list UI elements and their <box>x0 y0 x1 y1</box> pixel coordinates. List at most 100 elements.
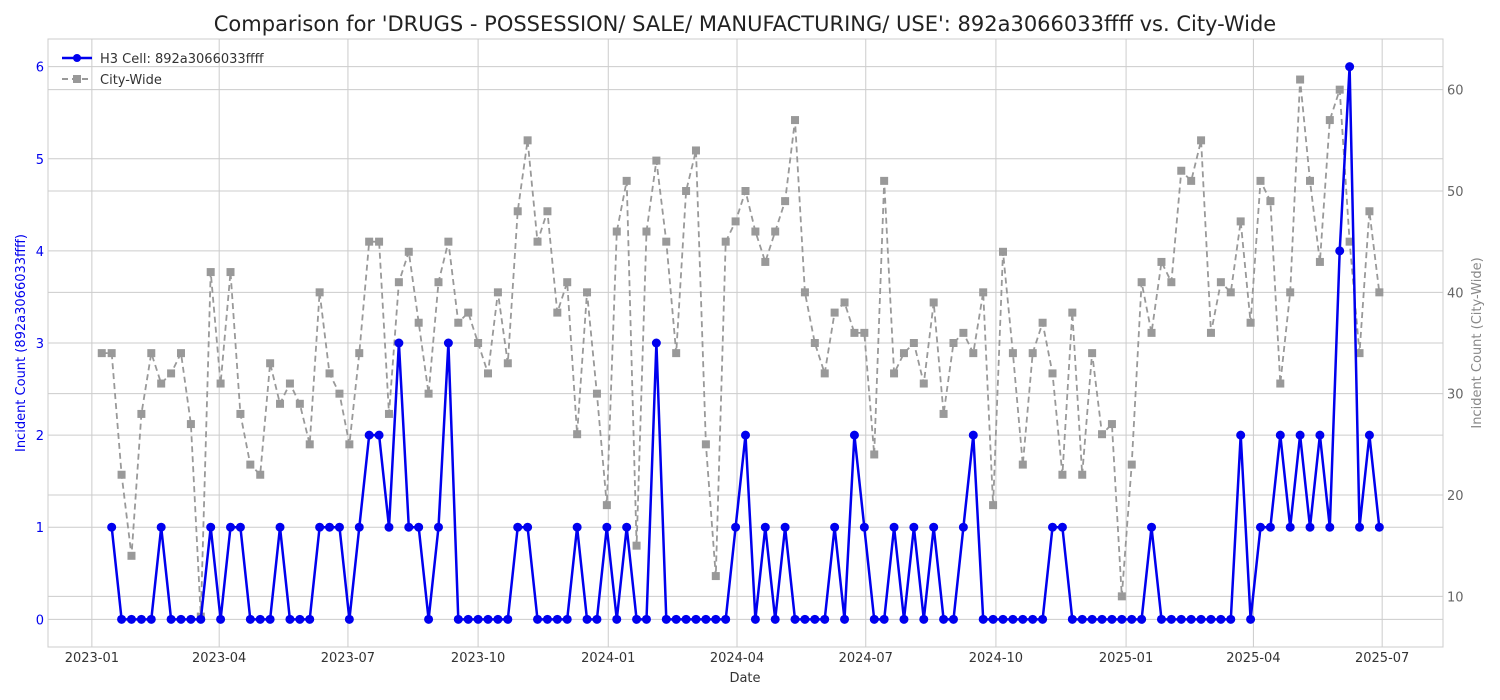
data-point-h3-cell <box>780 522 790 532</box>
data-point-city-wide <box>513 207 522 216</box>
data-point-city-wide <box>1167 278 1176 287</box>
x-axis: 2023-01 2023-04 2023-07 2023-10 2024-01 2024-… <box>65 651 1410 666</box>
data-point-h3-cell <box>146 614 156 624</box>
data-point-city-wide <box>1098 430 1107 439</box>
data-point-h3-cell <box>523 522 533 532</box>
data-point-city-wide <box>414 318 423 327</box>
data-point-city-wide <box>731 217 740 226</box>
data-point-city-wide <box>741 187 750 195</box>
data-point-h3-cell <box>483 614 493 624</box>
data-point-h3-cell <box>869 614 879 624</box>
data-point-city-wide <box>1157 257 1166 266</box>
data-point-city-wide <box>880 176 889 185</box>
data-point-h3-cell <box>1335 246 1345 256</box>
series-h3-cell <box>107 62 1384 624</box>
data-point-city-wide <box>1306 176 1315 185</box>
data-point-h3-cell <box>493 614 503 624</box>
data-point-city-wide <box>315 288 324 297</box>
data-point-city-wide <box>1117 592 1126 601</box>
data-point-city-wide <box>325 369 334 378</box>
y-tick-label-right: 30 <box>1447 388 1464 403</box>
y-axis-left: 0 1 2 3 4 5 6 <box>36 61 44 629</box>
data-point-city-wide <box>553 308 562 317</box>
data-point-h3-cell <box>533 614 543 624</box>
data-point-city-wide <box>800 288 809 297</box>
data-point-h3-cell <box>404 522 414 532</box>
data-point-city-wide <box>563 278 572 287</box>
data-point-h3-cell <box>651 338 661 348</box>
data-point-city-wide <box>97 349 106 358</box>
data-point-city-wide <box>424 389 433 398</box>
legend-marker-cell <box>73 54 81 62</box>
data-point-city-wide <box>384 409 393 418</box>
data-point-city-wide <box>919 379 928 388</box>
data-point-h3-cell <box>641 614 651 624</box>
data-point-h3-cell <box>879 614 889 624</box>
data-point-h3-cell <box>919 614 929 624</box>
data-point-city-wide <box>989 501 998 510</box>
data-point-h3-cell <box>453 614 463 624</box>
data-point-h3-cell <box>830 522 840 532</box>
data-point-h3-cell <box>206 522 216 532</box>
data-point-city-wide <box>1137 278 1146 287</box>
data-point-city-wide <box>503 359 512 368</box>
data-point-h3-cell <box>305 614 315 624</box>
x-tick-label: 2023-01 <box>65 651 119 666</box>
data-point-h3-cell <box>1275 430 1285 440</box>
data-point-h3-cell <box>166 614 176 624</box>
data-point-city-wide <box>573 430 582 439</box>
data-point-h3-cell <box>1018 614 1028 624</box>
x-tick-label: 2024-10 <box>969 651 1023 666</box>
data-point-city-wide <box>840 298 849 307</box>
y-tick-label-right: 60 <box>1447 84 1464 99</box>
series-city-wide <box>97 75 1384 621</box>
data-point-h3-cell <box>255 614 265 624</box>
plot-frame <box>47 38 1444 648</box>
data-point-city-wide <box>127 551 136 560</box>
data-point-h3-cell <box>226 522 236 532</box>
data-point-city-wide <box>959 328 968 337</box>
data-point-h3-cell <box>463 614 473 624</box>
data-point-city-wide <box>1018 460 1027 469</box>
x-tick-label: 2025-01 <box>1099 651 1153 666</box>
data-point-city-wide <box>1088 349 1097 358</box>
data-point-h3-cell <box>958 522 968 532</box>
x-tick-label: 2024-07 <box>839 651 893 666</box>
data-point-h3-cell <box>364 430 374 440</box>
data-point-city-wide <box>186 420 195 429</box>
data-point-city-wide <box>1187 176 1196 185</box>
data-point-city-wide <box>751 227 760 236</box>
data-point-h3-cell <box>1166 614 1176 624</box>
data-point-h3-cell <box>503 614 513 624</box>
data-point-h3-cell <box>176 614 186 624</box>
data-point-h3-cell <box>909 522 919 532</box>
data-point-h3-cell <box>1246 614 1256 624</box>
data-point-h3-cell <box>117 614 127 624</box>
data-point-city-wide <box>929 298 938 307</box>
data-point-city-wide <box>711 572 720 581</box>
data-point-h3-cell <box>1355 522 1365 532</box>
data-point-city-wide <box>246 460 255 469</box>
data-point-city-wide <box>860 328 869 337</box>
data-point-h3-cell <box>235 522 245 532</box>
data-point-city-wide <box>1296 75 1305 84</box>
data-point-city-wide <box>157 379 166 388</box>
data-point-h3-cell <box>849 430 859 440</box>
data-point-city-wide <box>365 237 374 246</box>
data-point-city-wide <box>167 369 176 378</box>
x-tick-label: 2023-10 <box>451 651 505 666</box>
data-point-h3-cell <box>1147 522 1157 532</box>
data-point-city-wide <box>305 440 314 449</box>
data-point-city-wide <box>1107 420 1116 429</box>
data-point-h3-cell <box>1196 614 1206 624</box>
data-point-h3-cell <box>473 614 483 624</box>
data-point-city-wide <box>602 501 611 510</box>
y-axis-label-left: Incident Count (892a3066033ffff) <box>14 234 29 452</box>
data-point-city-wide <box>1365 207 1374 216</box>
data-point-h3-cell <box>681 614 691 624</box>
data-point-h3-cell <box>1255 522 1265 532</box>
data-point-h3-cell <box>948 614 958 624</box>
data-point-h3-cell <box>602 522 612 532</box>
data-point-h3-cell <box>354 522 364 532</box>
legend-label-city: City-Wide <box>100 73 162 88</box>
